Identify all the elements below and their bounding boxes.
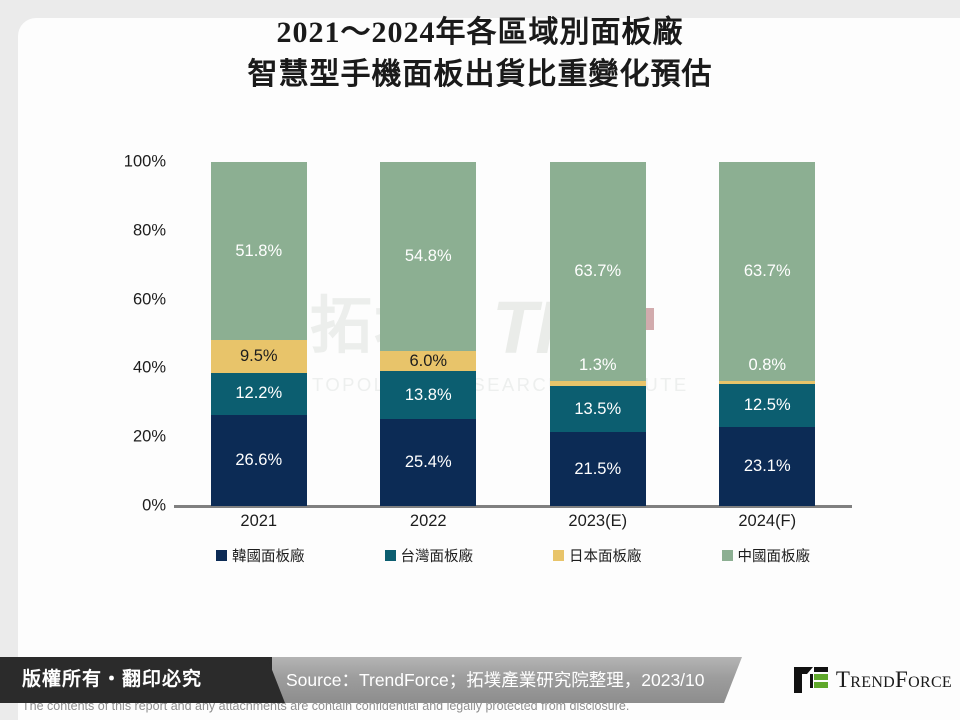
data-label-2022-日本面板廠: 6.0% [409,351,448,370]
bar-2024(F)[interactable]: 63.7% 0.8% 12.5% 23.1% [719,161,816,506]
legend-item-台灣面板廠[interactable]: 台灣面板廠 [384,545,474,566]
data-label-2023(E)-韓國面板廠: 21.5% [574,459,622,478]
legend-swatch-icon-中國面板廠 [721,549,733,561]
legend-swatch-icon-台灣面板廠 [384,549,396,561]
segment-2024(F)-日本面板廠[interactable]: 0.8% [719,356,816,384]
data-label-2023(E)-台灣面板廠: 13.5% [574,399,622,418]
data-label-2024(F)-中國面板廠: 63.7% [743,261,791,280]
trendforce-logo: TrendForce [793,657,952,703]
data-label-2024(F)-日本面板廠: 0.8% [748,355,787,374]
segment-2023(E)-日本面板廠[interactable]: 1.3% [549,356,646,386]
x-axis-tick-2023(E): 2023(E) [568,512,628,530]
source-label: Source：TrendForce；拓墣產業研究院整理，2023/10 [286,670,705,690]
segment-2022-台灣面板廠[interactable]: 13.8% [380,371,477,419]
copyright-label: 版權所有‧翻印必究 [22,669,203,690]
page-title-line-1: 2021～2024年各區域別面板廠 [276,16,684,49]
legend-label-中國面板廠: 中國面板廠 [737,548,811,565]
page-title: 2021～2024年各區域別面板廠 智慧型手機面板出貨比重變化預估 [0,12,960,96]
y-axis-tick-labels: 0% 20% 40% 60% 80% 100% [96,0,166,600]
segment-2023(E)-台灣面板廠[interactable]: 13.5% [549,385,646,433]
bar-2021[interactable]: 51.8% 9.5% 12.2% 26.6% [210,161,307,506]
y-axis-tick-60: 60% [132,290,166,309]
data-label-2024(F)-韓國面板廠: 23.1% [743,457,791,476]
segment-2021-中國面板廠[interactable]: 51.8% [210,161,307,340]
data-label-2021-中國面板廠: 51.8% [235,241,283,260]
legend-swatch-icon-日本面板廠 [553,549,564,561]
bar-2022[interactable]: 54.8% 6.0% 13.8% 25.4% [380,162,477,506]
segment-2024(F)-台灣面板廠[interactable]: 12.5% [719,383,816,427]
segment-2024(F)-中國面板廠[interactable]: 63.7% [719,161,816,381]
segment-2024(F)-韓國面板廠[interactable]: 23.1% [719,426,816,506]
chart-legend: 韓國面板廠 台灣面板廠 日本面板廠 中國面板廠 [174,543,852,567]
x-axis-line [174,505,852,508]
legend-swatch-icon-韓國面板廠 [216,549,227,561]
data-label-2021-韓國面板廠: 26.6% [235,451,283,469]
y-axis-tick-0: 0% [142,496,166,515]
data-label-2022-中國面板廠: 54.8% [404,247,452,266]
logo-panel [752,657,960,703]
data-label-2021-台灣面板廠: 12.2% [235,384,283,403]
data-label-2024(F)-台灣面板廠: 12.5% [743,395,791,414]
legend-item-韓國面板廠[interactable]: 韓國面板廠 [216,545,305,566]
legend-item-中國面板廠[interactable]: 中國面板廠 [721,545,811,566]
y-axis-tick-100: 100% [123,152,166,171]
footer: 版權所有‧翻印必究 Source：TrendForce；拓墣產業研究院整理，20… [0,640,960,720]
data-label-2022-台灣面板廠: 13.8% [404,385,452,404]
y-axis-tick-40: 40% [132,358,166,377]
data-label-2021-日本面板廠: 9.5% [239,346,278,365]
bar-2023(E)[interactable]: 63.7% 1.3% 13.5% 21.5% [549,162,646,506]
x-axis-tick-2024(F): 2024(F) [738,512,797,530]
segment-2021-台灣面板廠[interactable]: 12.2% [210,372,307,415]
plot-area: 51.8% 9.5% 12.2% 26.6% 54.8% 6.0% 13.8% 25.4% 63… [174,161,852,506]
x-axis-tick-labels: 2021 2022 2023(E) 2024(F) [174,512,852,538]
trendforce-wordmark: TrendForce [835,667,952,692]
y-axis-tick-80: 80% [132,221,166,240]
segment-2022-韓國面板廠[interactable]: 25.4% [380,418,477,506]
legend-label-日本面板廠: 日本面板廠 [569,548,642,565]
x-axis-tick-2022: 2022 [409,512,447,530]
y-axis-tick-20: 20% [132,427,166,446]
segment-2023(E)-韓國面板廠[interactable]: 21.5% [549,432,646,506]
legend-label-台灣面板廠: 台灣面板廠 [400,548,474,565]
legend-item-日本面板廠[interactable]: 日本面板廠 [553,545,642,566]
data-label-2023(E)-日本面板廠: 1.3% [578,356,617,375]
stacked-bar-chart: 拓墣 TRi TOPOLOGY RESEARCH INSTITUTE 0% 20%… [96,0,852,600]
segment-2022-日本面板廠[interactable]: 6.0% [380,350,477,372]
segment-2021-韓國面板廠[interactable]: 26.6% [210,414,307,506]
segment-2022-中國面板廠[interactable]: 54.8% [380,162,477,351]
data-label-2022-韓國面板廠: 25.4% [404,453,452,472]
data-label-2023(E)-中國面板廠: 63.7% [574,262,622,281]
legend-label-韓國面板廠: 韓國面板廠 [232,548,305,565]
trendforce-mark-icon [793,667,828,693]
x-axis-tick-2021: 2021 [240,512,278,530]
copyright-tab [0,657,272,703]
segment-2023(E)-中國面板廠[interactable]: 63.7% [549,162,646,382]
page-title-line-2: 智慧型手機面板出貨比重變化預估 [247,58,713,91]
segment-2021-日本面板廠[interactable]: 9.5% [210,339,307,373]
